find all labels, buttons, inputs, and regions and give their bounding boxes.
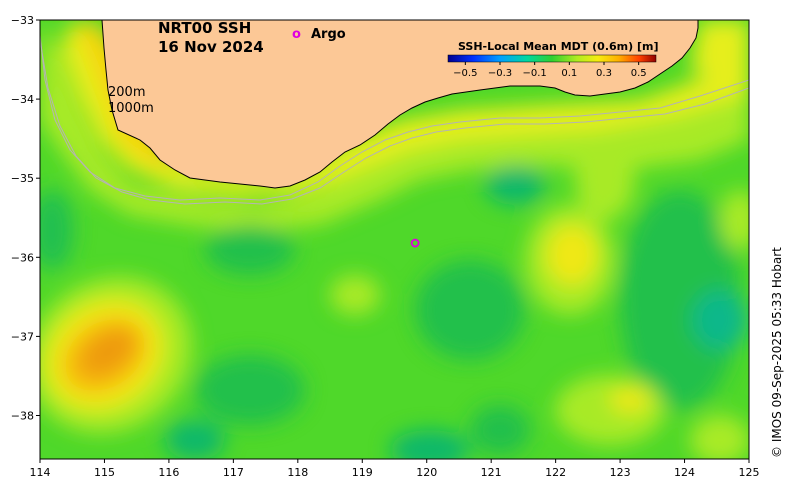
x-tick-label: 116: [158, 466, 179, 479]
x-tick-label: 123: [610, 466, 631, 479]
x-tick-label: 122: [545, 466, 566, 479]
y-tick-label: −37: [11, 330, 34, 343]
x-tick-label: 120: [416, 466, 437, 479]
x-tick-label: 125: [739, 466, 760, 479]
y-tick-label: −33: [11, 14, 34, 27]
isobath-1000m: [40, 39, 749, 205]
colorbar-tick-label: −0.1: [523, 68, 547, 79]
x-tick-label: 114: [30, 466, 51, 479]
x-tick-label: 124: [674, 466, 695, 479]
x-tick-label: 121: [481, 466, 502, 479]
colorbar-ticks: −0.5 −0.3 −0.1 0.1 0.3 0.5: [453, 62, 647, 79]
x-tick-label: 119: [352, 466, 373, 479]
x-axis: 114 115 116 117 118 119 120 121 122 123 124 125: [30, 459, 760, 479]
x-tick-label: 118: [287, 466, 308, 479]
x-tick-label: 117: [223, 466, 244, 479]
plot-frame: [39, 19, 750, 460]
y-tick-label: −35: [11, 172, 34, 185]
colorbar-tick-label: −0.3: [488, 68, 512, 79]
argo-float-markers: [410, 238, 420, 248]
y-tick-label: −38: [11, 409, 34, 422]
isobath-label-200m: 200m: [108, 85, 145, 100]
colorbar-title: SSH-Local Mean MDT (0.6m) [m]: [458, 40, 658, 53]
argo-legend-label: Argo: [311, 27, 346, 42]
argo-legend-symbol: o: [292, 27, 301, 42]
isobath-lines: [40, 34, 749, 205]
colorbar-tick-label: −0.5: [453, 68, 477, 79]
colorbar: SSH-Local Mean MDT (0.6m) [m] −0.5 −0.3 −0…: [447, 40, 658, 79]
imos-credit: © IMOS 09-Sep-2025 05:33 Hobart: [770, 247, 784, 458]
y-axis: −33 −34 −35 −36 −37 −38: [11, 14, 40, 422]
map-title-line1: NRT00 SSH: [158, 19, 251, 37]
map-title-line2: 16 Nov 2024: [158, 38, 264, 56]
colorbar-tick-label: 0.1: [561, 68, 577, 79]
isobath-label-1000m: 1000m: [108, 101, 154, 116]
x-tick-label: 115: [94, 466, 115, 479]
colorbar-gradient: [447, 54, 657, 63]
argo-float-marker: [410, 238, 420, 248]
y-tick-label: −36: [11, 251, 34, 264]
colorbar-tick-label: 0.5: [631, 68, 647, 79]
y-tick-label: −34: [11, 93, 34, 106]
colorbar-tick-label: 0.3: [596, 68, 612, 79]
